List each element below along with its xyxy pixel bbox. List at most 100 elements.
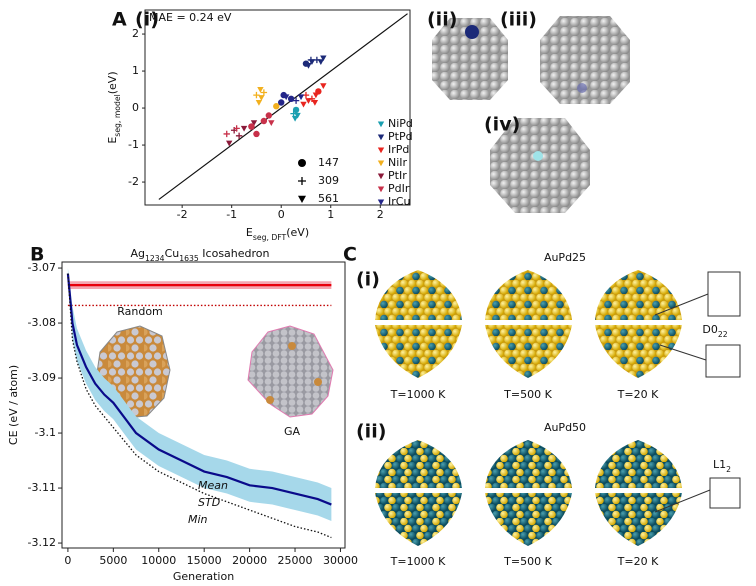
title-part: Ag bbox=[130, 247, 145, 260]
ga-structure bbox=[247, 325, 334, 418]
temperature-label: T=1000 K bbox=[390, 555, 446, 568]
legend-marker bbox=[377, 199, 385, 206]
pointer bbox=[654, 489, 711, 513]
y-tick-label: 0 bbox=[132, 101, 139, 114]
y-tick-label: 1 bbox=[132, 64, 139, 77]
plot-frame bbox=[61, 261, 346, 549]
point bbox=[253, 130, 260, 138]
line bbox=[67, 273, 332, 539]
point bbox=[278, 99, 285, 106]
title-part: Cu bbox=[165, 247, 180, 260]
point bbox=[223, 130, 230, 138]
cluster-ii bbox=[432, 18, 508, 100]
size-legend-marker bbox=[298, 159, 306, 167]
legend-label: PtIr bbox=[388, 169, 407, 182]
text-part: 2 bbox=[726, 465, 731, 474]
x-tick-label: 25000 bbox=[278, 554, 313, 567]
particle bbox=[375, 493, 462, 546]
point bbox=[226, 140, 233, 147]
point bbox=[291, 115, 299, 122]
x-tick-label: -1 bbox=[226, 208, 237, 221]
title-part: Icosahedron bbox=[199, 247, 270, 260]
composition-title: AuPd25 bbox=[544, 251, 586, 264]
temperature-label: T=500 K bbox=[503, 388, 552, 401]
segregant-atom bbox=[465, 25, 479, 39]
point bbox=[273, 103, 280, 110]
y-tick-label: -3.08 bbox=[28, 316, 56, 329]
point bbox=[257, 86, 264, 93]
y-tick-label: -1 bbox=[128, 138, 139, 151]
legend-label: IrCu bbox=[388, 195, 410, 208]
point bbox=[240, 125, 248, 132]
panel-label: (iii) bbox=[500, 9, 537, 31]
point bbox=[290, 110, 297, 117]
unit-cell bbox=[709, 477, 741, 509]
point bbox=[297, 94, 305, 101]
text-part: seg, DFT bbox=[253, 233, 287, 242]
x-tick-label: 5000 bbox=[99, 554, 127, 567]
size-legend-marker bbox=[298, 195, 306, 203]
temperature-label: T=20 K bbox=[617, 388, 659, 401]
title-part: 1635 bbox=[179, 254, 199, 263]
unit-cell bbox=[705, 344, 741, 378]
y-tick-label: -3.11 bbox=[28, 481, 56, 494]
legend-marker bbox=[377, 160, 385, 167]
point bbox=[248, 123, 255, 130]
legend-label: PdIr bbox=[388, 182, 410, 195]
panel-label: (i) bbox=[135, 9, 159, 31]
group-label: Random bbox=[117, 305, 163, 318]
y-tick-label: -3.07 bbox=[28, 261, 56, 274]
legend-label: PtPd bbox=[388, 130, 413, 143]
x-tick-label: 0 bbox=[64, 554, 71, 567]
panel-label: C bbox=[343, 244, 357, 266]
title-part: 1234 bbox=[145, 254, 165, 263]
x-tick-label: 1 bbox=[327, 208, 334, 221]
phase-label: D022 bbox=[702, 323, 727, 339]
chart-title: Ag1234Cu1635 Icosahedron bbox=[130, 247, 269, 263]
line bbox=[66, 273, 332, 506]
point bbox=[308, 95, 316, 103]
temperature-label: T=1000 K bbox=[390, 388, 446, 401]
point bbox=[311, 99, 319, 106]
text-part: seg, model bbox=[113, 94, 122, 136]
point bbox=[280, 91, 287, 99]
phase-label: L12 bbox=[713, 458, 731, 474]
temperature-label: T=20 K bbox=[617, 555, 659, 568]
y-axis-label: CE (eV / atom) bbox=[7, 365, 20, 445]
particle bbox=[485, 325, 572, 378]
x-tick-label: 15000 bbox=[187, 554, 222, 567]
particle bbox=[595, 270, 682, 320]
point bbox=[315, 88, 322, 95]
text-part: D0 bbox=[702, 323, 717, 336]
y-tick-label: -3.1 bbox=[35, 426, 56, 439]
point bbox=[258, 95, 265, 101]
segregant-atom bbox=[533, 151, 543, 161]
size-legend-marker bbox=[298, 177, 306, 185]
point bbox=[307, 56, 315, 64]
particle bbox=[485, 270, 572, 320]
legend-marker bbox=[377, 186, 385, 193]
particle bbox=[485, 440, 572, 488]
text-part: (eV) bbox=[286, 226, 309, 239]
pointer bbox=[654, 293, 709, 316]
text-part: E bbox=[106, 137, 119, 144]
y-tick-label: -2 bbox=[128, 175, 139, 188]
cluster-renders bbox=[432, 16, 630, 213]
panel-label: A bbox=[112, 9, 127, 31]
point bbox=[305, 98, 312, 104]
size-legend-label: 309 bbox=[318, 174, 339, 187]
x-tick-label: 10000 bbox=[141, 554, 176, 567]
point bbox=[233, 125, 240, 132]
particle bbox=[595, 325, 682, 378]
point bbox=[287, 95, 295, 103]
legend-label: NiPd bbox=[388, 117, 413, 130]
x-tick-label: 20000 bbox=[232, 554, 267, 567]
text-part: E bbox=[246, 226, 253, 239]
series-label: STD bbox=[198, 496, 220, 509]
legend-marker bbox=[377, 134, 385, 141]
y-tick-label: 2 bbox=[132, 27, 139, 40]
point bbox=[268, 120, 275, 127]
point bbox=[294, 112, 301, 119]
group-label: GA bbox=[284, 425, 301, 438]
